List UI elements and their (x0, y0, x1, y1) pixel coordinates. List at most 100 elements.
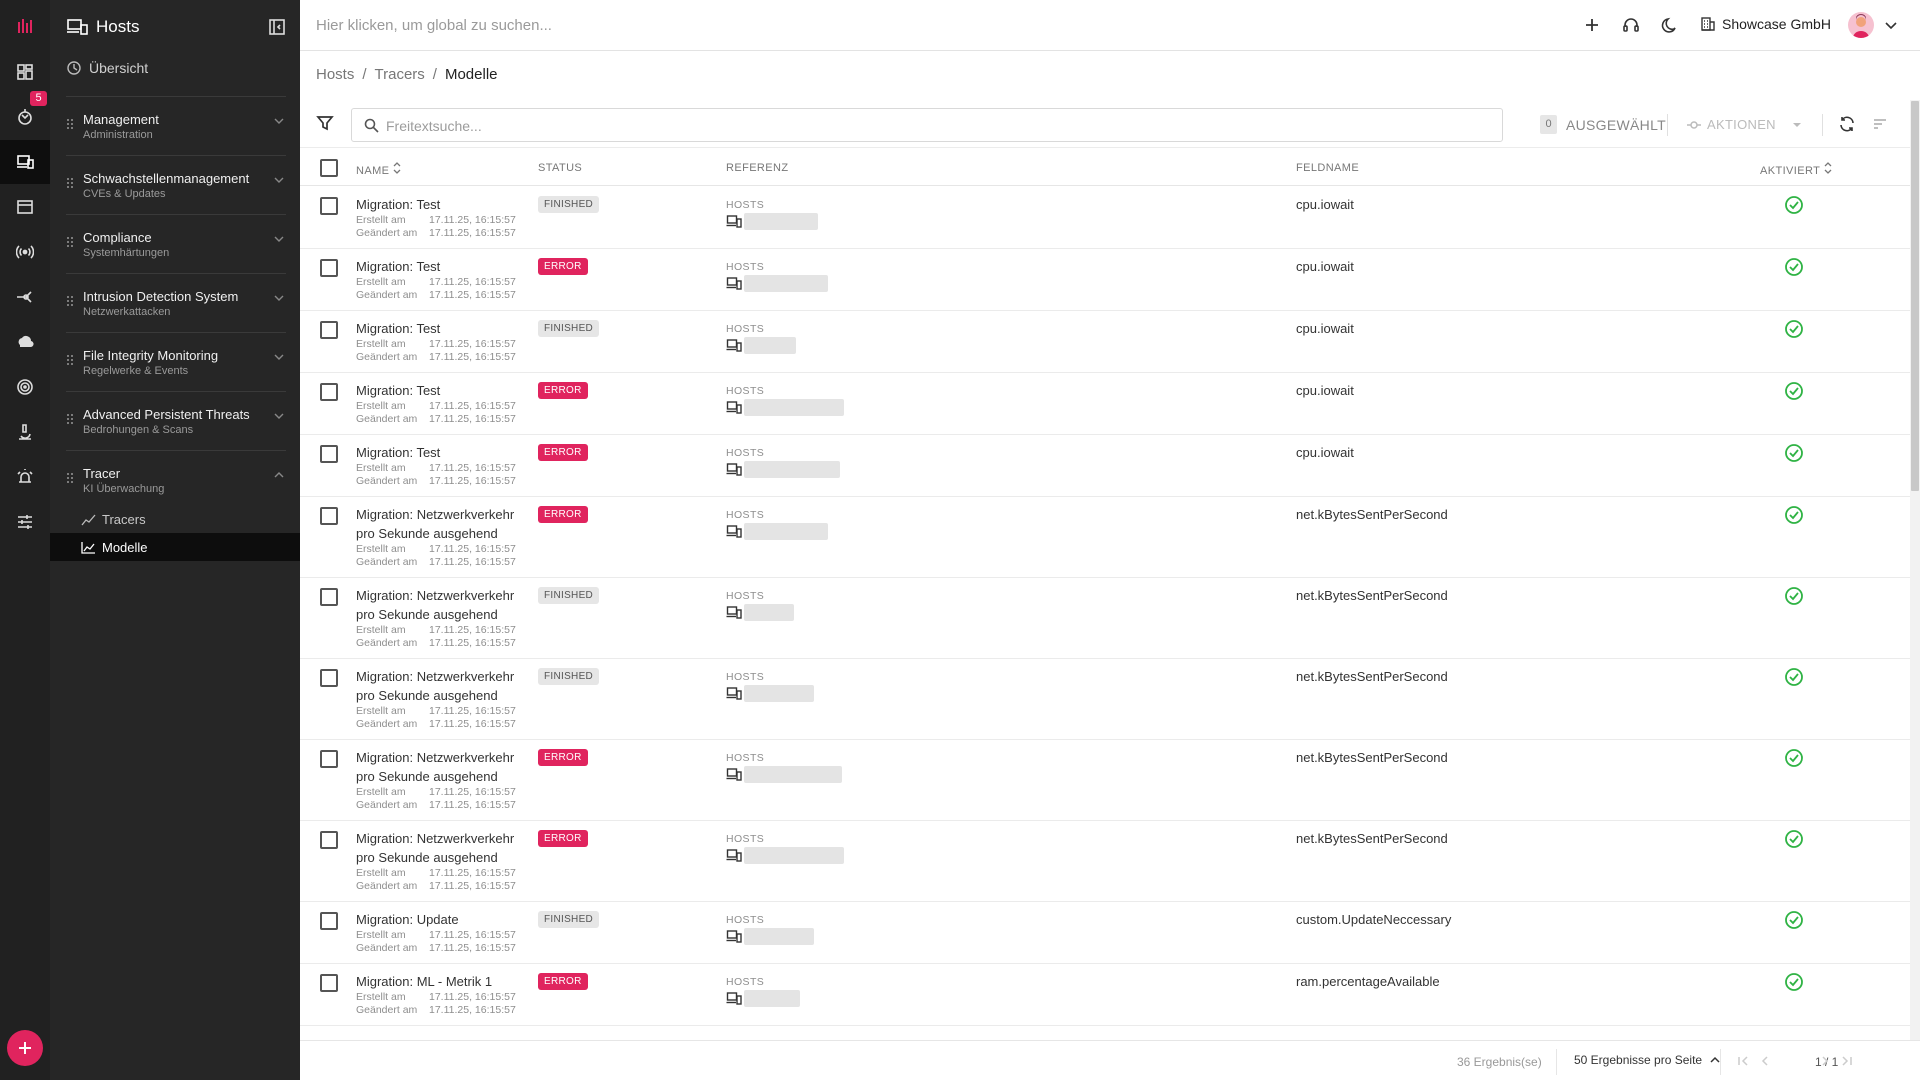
row-checkbox[interactable] (320, 197, 338, 215)
filter-icon[interactable] (316, 114, 334, 132)
reference-redacted[interactable] (744, 461, 840, 478)
microscope-icon[interactable] (0, 410, 50, 454)
reference-redacted[interactable] (744, 213, 818, 230)
reference-redacted[interactable] (744, 399, 844, 416)
table-row[interactable]: Migration: Test Erstellt am 17.11.25, 16:1… (300, 373, 1910, 435)
support-icon[interactable] (1621, 15, 1641, 35)
table-row[interactable]: Migration: Test Erstellt am 17.11.25, 16:1… (300, 249, 1910, 311)
table-row[interactable]: Migration: Test Erstellt am 17.11.25, 16:1… (300, 435, 1910, 497)
scrollbar-track[interactable] (1910, 100, 1920, 1040)
sidebar-group-compliance[interactable]: Compliance Systemhärtungen (66, 230, 288, 276)
search-input[interactable] (386, 116, 1486, 136)
model-name[interactable]: Migration: ML - Metrik 1 (356, 974, 493, 989)
global-search[interactable]: Hier klicken, um global zu suchen... (316, 17, 552, 34)
reference-redacted[interactable] (744, 604, 794, 621)
reference-redacted[interactable] (744, 337, 796, 354)
row-checkbox[interactable] (320, 259, 338, 277)
sidebar-item-models[interactable]: Modelle (50, 533, 300, 561)
table-row[interactable]: Migration: Netzwerkverkehr pro Sekunde a… (300, 578, 1910, 659)
row-checkbox[interactable] (320, 588, 338, 606)
changed-value: 17.11.25, 16:15:57 (429, 413, 516, 425)
settings-sliders-icon[interactable] (0, 500, 50, 544)
table-row[interactable]: Migration: Netzwerkverkehr pro Sekunde a… (300, 497, 1910, 578)
model-name[interactable]: Migration: Update (356, 912, 459, 927)
broadcast-icon[interactable] (0, 230, 50, 274)
sidebar-item-tracers[interactable]: Tracers (50, 505, 300, 533)
table-row[interactable]: Migration: Update Erstellt am 17.11.25, 16… (300, 902, 1910, 964)
sidebar-group-fim[interactable]: File Integrity Monitoring Regelwerke & E… (66, 348, 288, 394)
reference-redacted[interactable] (744, 523, 828, 540)
dark-mode-icon[interactable] (1660, 15, 1680, 35)
column-header-activated[interactable]: AKTIVIERT (1760, 162, 1832, 177)
model-name[interactable]: Migration: Test (356, 321, 441, 336)
reference-redacted[interactable] (744, 990, 800, 1007)
sidebar-group-tracer[interactable]: Tracer KI Überwachung (66, 466, 288, 512)
reference-redacted[interactable] (744, 275, 828, 292)
sidebar-item-overview[interactable]: Übersicht (66, 60, 148, 76)
model-name[interactable]: Migration: Netzwerkverkehr pro Sekunde a… (356, 588, 515, 622)
check-circle-icon (1785, 382, 1803, 400)
table-row[interactable]: Migration: Netzwerkverkehr pro Sekunde a… (300, 659, 1910, 740)
reference-redacted[interactable] (744, 766, 842, 783)
hosts-icon[interactable] (0, 140, 50, 184)
rail-vulnerability-button[interactable]: 5 (0, 91, 50, 139)
sidebar-group-vulnerability[interactable]: Schwachstellenmanagement CVEs & Updates (66, 171, 288, 217)
model-name[interactable]: Migration: Netzwerkverkehr pro Sekunde a… (356, 831, 515, 865)
row-checkbox[interactable] (320, 831, 338, 849)
row-checkbox[interactable] (320, 750, 338, 768)
actions-dropdown[interactable]: AKTIONEN (1686, 117, 1803, 132)
field-name: cpu.iowait (1296, 259, 1354, 274)
sort-icon[interactable] (1872, 116, 1888, 132)
sidebar-group-management[interactable]: Management Administration (66, 112, 288, 158)
per-page-selector[interactable]: 50 Ergebnisse pro Seite (1574, 1053, 1720, 1067)
table-row[interactable]: Migration: ML - Metrik 1 Erstellt am 17.11… (300, 964, 1910, 1026)
network-icon[interactable] (0, 275, 50, 319)
sidebar-group-ids[interactable]: Intrusion Detection System Netzwerkattac… (66, 289, 288, 335)
row-checkbox[interactable] (320, 321, 338, 339)
refresh-icon[interactable] (1838, 115, 1856, 133)
row-checkbox[interactable] (320, 912, 338, 930)
add-button[interactable] (7, 1030, 43, 1066)
alarm-icon[interactable] (0, 455, 50, 499)
first-page-icon[interactable] (1736, 1054, 1750, 1068)
row-checkbox[interactable] (320, 669, 338, 687)
chevron-down-icon[interactable] (1884, 18, 1898, 32)
model-name[interactable]: Migration: Netzwerkverkehr pro Sekunde a… (356, 669, 515, 703)
cloud-icon[interactable] (0, 320, 50, 364)
model-name[interactable]: Migration: Netzwerkverkehr pro Sekunde a… (356, 750, 515, 784)
sidebar-group-apt[interactable]: Advanced Persistent Threats Bedrohungen … (66, 407, 288, 453)
model-name[interactable]: Migration: Test (356, 383, 441, 398)
row-checkbox[interactable] (320, 507, 338, 525)
table-row[interactable]: Migration: Test Erstellt am 17.11.25, 16:1… (300, 187, 1910, 249)
model-name[interactable]: Migration: Test (356, 197, 441, 212)
model-name[interactable]: Migration: Test (356, 445, 441, 460)
next-page-icon[interactable] (1818, 1054, 1832, 1068)
row-checkbox[interactable] (320, 974, 338, 992)
logo-icon[interactable] (0, 4, 50, 48)
company-selector[interactable]: Showcase GmbH (1700, 16, 1831, 32)
last-page-icon[interactable] (1840, 1054, 1854, 1068)
breadcrumb-tracers[interactable]: Tracers (374, 66, 425, 83)
created-value: 17.11.25, 16:15:57 (429, 276, 516, 288)
breadcrumb-hosts[interactable]: Hosts (316, 66, 355, 83)
row-checkbox[interactable] (320, 445, 338, 463)
reference-redacted[interactable] (744, 685, 814, 702)
select-all-checkbox[interactable] (320, 159, 338, 177)
model-name[interactable]: Migration: Netzwerkverkehr pro Sekunde a… (356, 507, 515, 541)
reference-redacted[interactable] (744, 928, 814, 945)
target-icon[interactable] (0, 365, 50, 409)
column-header-name[interactable]: NAME (356, 162, 401, 177)
model-name[interactable]: Migration: Test (356, 259, 441, 274)
plus-icon[interactable] (1582, 15, 1602, 35)
prev-page-icon[interactable] (1758, 1054, 1772, 1068)
avatar[interactable] (1848, 12, 1874, 38)
row-checkbox[interactable] (320, 383, 338, 401)
window-icon[interactable] (0, 185, 50, 229)
table-row[interactable]: Migration: Netzwerkverkehr pro Sekunde a… (300, 740, 1910, 821)
sidebar-collapse-icon[interactable] (268, 18, 286, 36)
reference-redacted[interactable] (744, 847, 844, 864)
table-row[interactable]: Migration: Test Erstellt am 17.11.25, 16:1… (300, 311, 1910, 373)
table-row[interactable]: Migration: Netzwerkverkehr pro Sekunde a… (300, 821, 1910, 902)
scrollbar-thumb[interactable] (1911, 101, 1919, 491)
dashboard-icon[interactable] (0, 50, 50, 94)
